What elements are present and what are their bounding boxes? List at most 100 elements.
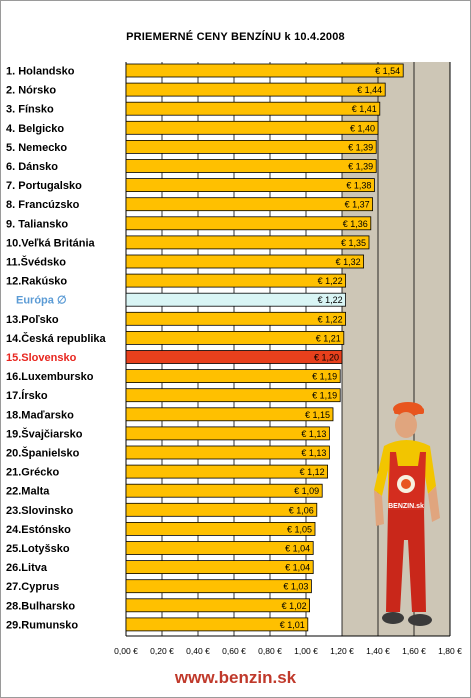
- x-tick-label: 1,80 €: [438, 646, 462, 656]
- bar: [125, 560, 314, 574]
- bar-value-label: € 1,40: [350, 123, 375, 133]
- bar-value-label: € 1,02: [282, 601, 307, 611]
- bar-value-label: € 1,13: [301, 429, 326, 439]
- bar: [125, 541, 314, 555]
- bar-value-label: € 1,20: [314, 353, 339, 363]
- bar-value-label: € 1,03: [283, 582, 308, 592]
- x-tick-label: 0,20 €: [150, 646, 174, 656]
- bar-value-label: € 1,54: [375, 66, 400, 76]
- bar: [125, 350, 343, 364]
- category-label: 15.Slovensko: [6, 352, 77, 364]
- bar: [125, 502, 318, 517]
- category-label: 26.Litva: [6, 562, 48, 574]
- bar-value-label: € 1,19: [312, 372, 337, 382]
- category-label: 11.Švédsko: [6, 256, 66, 269]
- bar-value-label: € 1,05: [287, 524, 312, 534]
- category-label: 3. Fínsko: [6, 104, 54, 116]
- bar: [125, 178, 375, 193]
- category-label: 18.Maďarsko: [6, 409, 74, 421]
- category-label: Európa ∅: [16, 295, 67, 307]
- category-label: 13.Poľsko: [6, 314, 59, 326]
- bar-value-label: € 1,36: [343, 219, 368, 229]
- chart-title: PRIEMERNÉ CENY BENZÍNU k 10.4.2008: [126, 31, 345, 43]
- bar-value-label: € 1,09: [294, 486, 319, 496]
- bar: [125, 292, 347, 307]
- x-tick-label: 0,80 €: [258, 646, 282, 656]
- bar: [125, 617, 309, 632]
- bar: [125, 598, 311, 613]
- category-label: 7. Portugalsko: [6, 180, 82, 192]
- bar-value-label: € 1,04: [285, 544, 310, 554]
- category-label: 19.Švajčiarsko: [6, 427, 83, 440]
- category-labels: 1. Holandsko 2. Nórsko 3. Fínsko 4. Belgick…: [6, 66, 107, 632]
- bar: [125, 139, 377, 154]
- footer-link[interactable]: www.benzin.sk: [174, 668, 297, 687]
- bar: [125, 464, 329, 479]
- bar: [125, 483, 323, 498]
- bar-value-label: € 1,06: [289, 505, 314, 515]
- bar: [125, 311, 347, 326]
- category-label: 10.Veľká Británia: [6, 237, 96, 249]
- bar-value-label: € 1,04: [285, 563, 310, 573]
- x-tick-label: 0,40 €: [186, 646, 210, 656]
- category-label: 2. Nórsko: [6, 85, 56, 97]
- bar: [125, 330, 345, 345]
- category-label: 22.Malta: [6, 486, 50, 498]
- category-label: 28.Bulharsko: [6, 600, 75, 612]
- bar-value-label: € 1,21: [316, 333, 341, 343]
- bar-value-label: € 1,13: [301, 448, 326, 458]
- bar-value-label: € 1,22: [318, 314, 343, 324]
- bar: [125, 197, 374, 212]
- x-tick-label: 0,60 €: [222, 646, 246, 656]
- bar-value-label: € 1,39: [348, 142, 373, 152]
- x-axis-ticks: 0,00 € 0,20 € 0,40 € 0,60 € 0,80 € 1,00 € 1,20…: [114, 646, 462, 656]
- bar: [125, 407, 334, 422]
- bar-value-label: € 1,15: [305, 410, 330, 420]
- bar-value-label: € 1,35: [341, 238, 366, 248]
- bar-value-label: € 1,44: [357, 85, 382, 95]
- bar-value-label: € 1,32: [336, 257, 361, 267]
- bar-value-label: € 1,22: [318, 295, 343, 305]
- category-label: 17.Írsko: [6, 389, 48, 402]
- bar-value-label: € 1,39: [348, 162, 373, 172]
- bar: [125, 159, 377, 173]
- mascot-logo-text: BENZIN.sk: [388, 503, 424, 510]
- bar: [125, 445, 330, 460]
- category-label: 24.Estónsko: [6, 524, 71, 536]
- bar: [125, 101, 381, 116]
- bar: [125, 235, 370, 250]
- category-label: 27.Cyprus: [6, 581, 59, 593]
- category-label: 21.Grécko: [6, 467, 59, 479]
- x-tick-label: 0,00 €: [114, 646, 138, 656]
- category-label: 16.Luxembursko: [6, 371, 94, 383]
- gas-station-attendant-mascot-icon: BENZIN.sk: [374, 402, 440, 626]
- bar: [125, 82, 386, 97]
- x-tick-label: 1,60 €: [402, 646, 426, 656]
- bar: [125, 522, 316, 536]
- bar: [125, 120, 379, 135]
- bar-value-label: € 1,19: [312, 391, 337, 401]
- category-label: 8. Francúzsko: [6, 199, 80, 211]
- category-label: 25.Lotyšsko: [6, 543, 70, 555]
- category-label: 20.Španielsko: [6, 447, 80, 460]
- category-label: 1. Holandsko: [6, 66, 75, 78]
- bar: [125, 388, 341, 403]
- bar: [125, 426, 330, 441]
- bar-value-label: € 1,41: [352, 104, 377, 114]
- category-label: 4. Belgicko: [6, 123, 64, 135]
- bar: [125, 254, 365, 269]
- category-label: 12.Rakúsko: [6, 276, 67, 288]
- bar-value-label: € 1,12: [300, 467, 325, 477]
- category-label: 14.Česká republika: [6, 332, 107, 345]
- bar-value-label: € 1,37: [345, 200, 370, 210]
- category-label: 9. Taliansko: [6, 218, 68, 230]
- bar: [125, 579, 312, 594]
- category-label: 6. Dánsko: [6, 161, 58, 173]
- bar-value-label: € 1,38: [346, 181, 371, 191]
- category-label: 29.Rumunsko: [6, 619, 78, 631]
- bar-value-label: € 1,01: [280, 620, 305, 630]
- x-tick-label: 1,00 €: [294, 646, 318, 656]
- category-label: 5. Nemecko: [6, 142, 67, 154]
- category-label: 23.Slovinsko: [6, 505, 74, 517]
